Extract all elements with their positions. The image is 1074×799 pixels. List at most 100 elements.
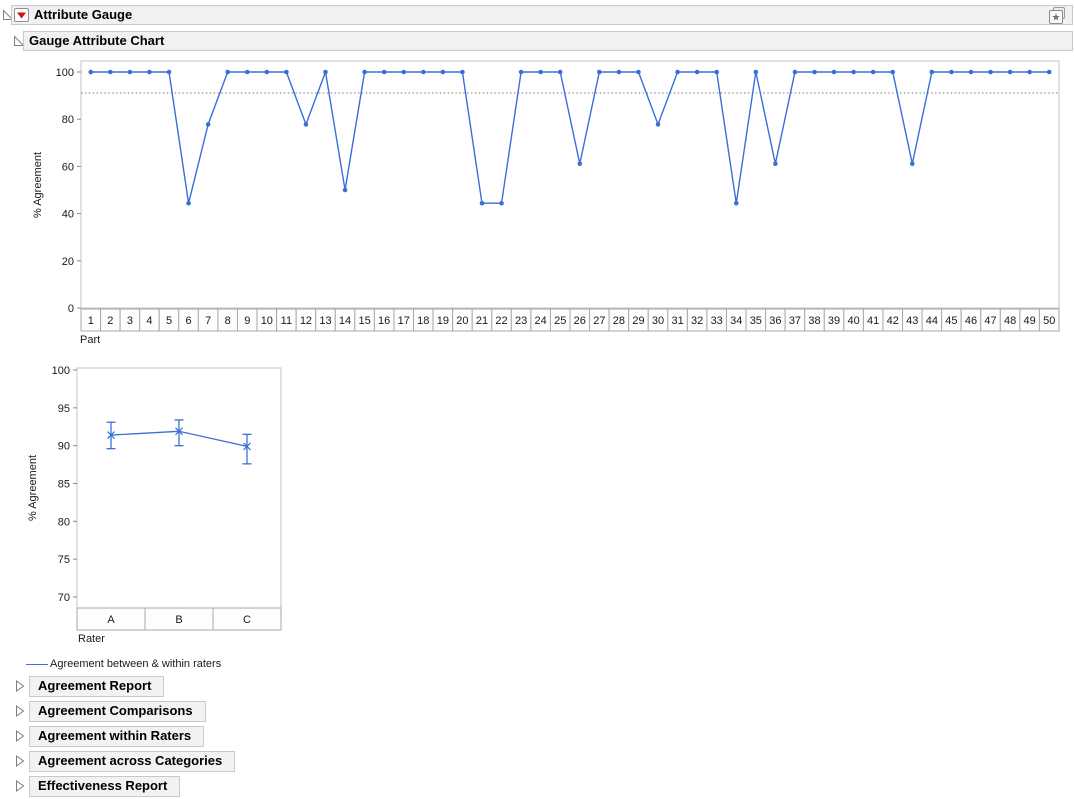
data-point[interactable] [225,69,230,75]
x-axis-cell-label[interactable]: 43 [906,315,918,327]
data-point[interactable] [968,69,974,75]
x-axis-cell-label[interactable]: 2 [107,315,113,327]
data-point[interactable] [988,69,993,75]
data-point[interactable] [518,69,524,75]
x-axis-cell-label[interactable]: 36 [769,315,781,327]
window-float-icon[interactable]: ★ [1047,6,1067,25]
data-point[interactable] [714,69,719,75]
x-axis-cell-label[interactable]: 38 [808,315,820,327]
data-point[interactable] [792,69,798,75]
data-point[interactable] [303,122,309,127]
data-point[interactable] [186,200,191,206]
x-axis-cell-label[interactable]: 21 [476,315,488,327]
disclosure-closed-icon[interactable] [15,755,26,767]
data-point[interactable] [890,69,896,75]
x-axis-cell-label[interactable]: 26 [574,315,586,327]
data-point[interactable] [147,69,152,75]
data-point[interactable] [733,200,739,206]
rater-marker[interactable] [107,431,115,439]
x-axis-cell-label[interactable]: 39 [828,315,840,327]
data-point[interactable] [88,69,94,75]
disclosure-closed-icon[interactable] [15,730,26,742]
x-axis-cell-label[interactable]: 34 [730,315,742,327]
x-axis-cell-label[interactable]: 35 [750,315,762,327]
x-axis-cell-label[interactable]: 48 [1004,315,1016,327]
data-point[interactable] [440,69,446,75]
data-point[interactable] [362,69,367,75]
data-point[interactable] [244,69,250,75]
section-header-label[interactable]: Effectiveness Report [29,775,181,797]
data-point[interactable] [479,200,485,206]
data-point[interactable] [1046,69,1052,75]
disclosure-closed-icon[interactable] [15,705,26,717]
section-header-label[interactable]: Agreement Report [29,675,165,697]
x-axis-cell-label[interactable]: 23 [515,315,527,327]
data-point[interactable] [753,69,759,75]
data-point[interactable] [323,69,328,75]
disclosure-open-icon[interactable] [13,35,25,47]
x-axis-cell-label[interactable]: 33 [711,315,723,327]
data-point[interactable] [499,200,504,206]
x-axis-cell-label[interactable]: 27 [593,315,605,327]
data-point[interactable] [342,187,348,193]
data-point[interactable] [381,69,387,75]
data-point[interactable] [108,69,113,75]
x-axis-cell-label[interactable]: 9 [244,315,250,327]
data-point[interactable] [675,69,680,75]
x-axis-cell-label[interactable]: 11 [281,315,292,327]
section-header-label[interactable]: Agreement Comparisons [29,700,206,722]
x-axis-cell-label[interactable]: 4 [146,315,152,327]
x-axis-cell-label[interactable]: 30 [652,315,664,327]
x-axis-cell-label[interactable]: 37 [789,315,801,327]
data-point[interactable] [636,69,641,75]
data-point[interactable] [694,69,700,75]
x-axis-cell-label[interactable]: 44 [926,315,938,327]
section-agreement-across-categories[interactable]: Agreement across Categories [15,750,236,772]
x-axis-cell-label[interactable]: 19 [437,315,449,327]
x-axis-cell-label[interactable]: 1 [88,315,94,327]
data-point[interactable] [812,69,817,75]
section-agreement-within-raters[interactable]: Agreement within Raters [15,725,205,747]
data-point[interactable] [1027,69,1032,75]
x-axis-cell-label[interactable]: 41 [867,315,879,327]
x-axis-cell-label[interactable]: C [243,614,251,626]
x-axis-cell-label[interactable]: A [107,614,115,626]
x-axis-cell-label[interactable]: 40 [847,315,859,327]
x-axis-cell-label[interactable]: 3 [127,315,133,327]
data-point[interactable] [870,69,876,75]
data-point[interactable] [851,69,856,75]
x-axis-cell-label[interactable]: 47 [984,315,996,327]
x-axis-cell-label[interactable]: 25 [554,315,566,327]
data-point[interactable] [929,69,935,75]
x-axis-cell-label[interactable]: 17 [398,315,410,327]
x-axis-cell-label[interactable]: 13 [319,315,331,327]
data-point[interactable] [401,69,407,75]
disclosure-open-icon[interactable] [2,9,14,21]
x-axis-cell-label[interactable]: 16 [378,315,390,327]
x-axis-cell-label[interactable]: B [175,614,182,626]
data-point[interactable] [910,161,915,167]
x-axis-cell[interactable] [1038,308,1060,332]
section-agreement-report[interactable]: Agreement Report [15,675,165,697]
x-axis-cell-label[interactable]: 32 [691,315,703,327]
data-point[interactable] [773,161,778,167]
disclosure-closed-icon[interactable] [15,780,26,792]
data-point[interactable] [460,69,465,75]
section-effectiveness-report[interactable]: Effectiveness Report [15,775,181,797]
data-point[interactable] [1007,69,1013,75]
x-axis-cell-label[interactable]: 45 [945,315,957,327]
x-axis-cell-label[interactable]: 10 [261,315,273,327]
data-point[interactable] [264,69,270,75]
section-agreement-comparisons[interactable]: Agreement Comparisons [15,700,206,722]
rater-marker[interactable] [243,442,251,451]
red-triangle-menu-button[interactable] [14,8,29,22]
x-axis-cell-label[interactable]: 15 [358,315,370,327]
data-point[interactable] [557,69,563,75]
data-point[interactable] [284,69,289,75]
x-axis-cell-label[interactable]: 22 [495,315,507,327]
x-axis-cell-label[interactable]: 18 [417,315,429,327]
x-axis-cell-label[interactable]: 12 [300,315,312,327]
x-axis-cell-label[interactable]: 50 [1043,315,1055,327]
data-point[interactable] [655,122,661,127]
x-axis-cell-label[interactable]: 5 [166,315,172,327]
